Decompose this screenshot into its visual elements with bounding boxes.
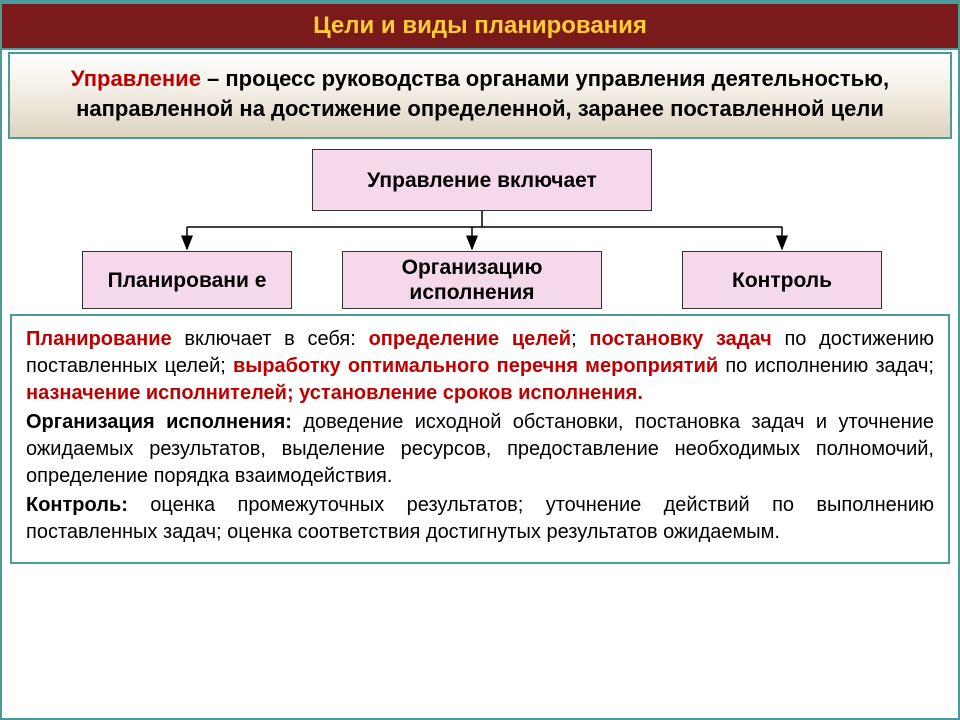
- p1-kw4: назначение исполнителей; установление ср…: [26, 382, 643, 404]
- p3-lead: Контроль:: [26, 494, 128, 516]
- p1-kw2: постановку задач: [589, 328, 771, 350]
- page-title: Цели и виды планирования: [2, 2, 958, 50]
- paragraph-planning: Планирование включает в себя: определени…: [26, 326, 934, 407]
- definition-box: Управление – процесс руководства органам…: [8, 52, 952, 139]
- paragraph-control: Контроль: оценка промежуточных результат…: [26, 492, 934, 546]
- p2-lead: Организация исполнения:: [26, 411, 292, 433]
- p1-t4: по исполнению задач;: [718, 355, 934, 377]
- definition-term: Управление: [71, 66, 201, 91]
- diagram-child-control: Контроль: [682, 251, 882, 309]
- p1-t1: включает в себя:: [172, 328, 369, 350]
- description-block: Планирование включает в себя: определени…: [10, 314, 950, 564]
- diagram-top-node: Управление включает: [312, 149, 652, 211]
- paragraph-organization: Организация исполнения: доведение исходн…: [26, 409, 934, 490]
- diagram-child-organization: Организацию исполнения: [342, 251, 602, 309]
- p1-t2: ;: [571, 328, 589, 350]
- p1-lead: Планирование: [26, 328, 172, 350]
- diagram-child-planning: Планировани е: [82, 251, 292, 309]
- p3-body: оценка промежуточных результатов; уточне…: [26, 494, 934, 543]
- p1-kw1: определение целей: [369, 328, 572, 350]
- p1-kw3: выработку оптимального перечня мероприят…: [233, 355, 718, 377]
- diagram: Управление включает Планировани е Органи…: [2, 139, 958, 309]
